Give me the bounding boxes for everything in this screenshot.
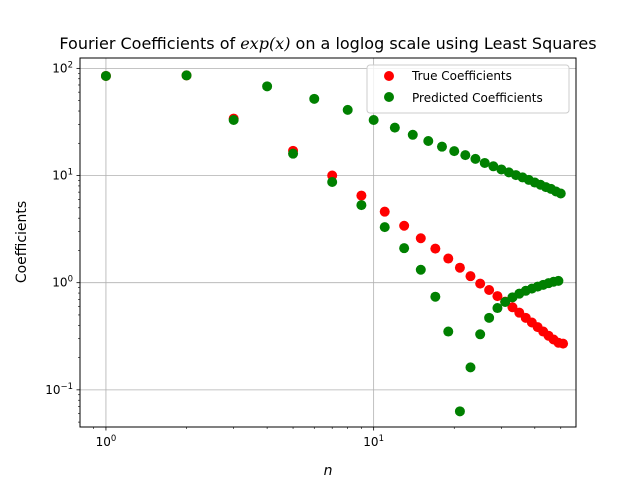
true-coefficient-point bbox=[430, 243, 441, 254]
predicted-coefficient-point bbox=[479, 157, 490, 168]
predicted-coefficient-point bbox=[407, 129, 418, 140]
predicted-coefficient-point bbox=[415, 264, 426, 275]
true-coefficient-point bbox=[507, 302, 518, 313]
predicted-coefficient-point bbox=[454, 406, 465, 417]
major-ticks bbox=[76, 67, 375, 431]
predicted-coefficient-point bbox=[100, 70, 111, 81]
predicted-coefficient-point bbox=[356, 200, 367, 211]
predicted-coefficient-point bbox=[460, 150, 471, 161]
true-coefficient-point bbox=[443, 253, 454, 264]
predicted-coefficient-point bbox=[436, 141, 447, 152]
predicted-coefficient-point bbox=[484, 312, 495, 323]
predicted-coefficient-point bbox=[309, 93, 320, 104]
title-suffix: on a loglog scale using Least Squares bbox=[290, 34, 596, 53]
y-tick-label: 102 bbox=[52, 60, 73, 75]
predicted-coefficient-point bbox=[262, 81, 273, 92]
chart-title: Fourier Coefficients of exp(x) on a logl… bbox=[59, 34, 596, 53]
predicted-coefficient-point bbox=[492, 303, 503, 314]
y-tick-label: 10−1 bbox=[45, 382, 73, 397]
plot-area bbox=[80, 58, 576, 427]
predicted-coefficient-point bbox=[399, 243, 410, 254]
x-axis-label: n bbox=[324, 463, 333, 479]
y-tick-label: 101 bbox=[52, 168, 73, 183]
legend: True Coefficients Predicted Coefficients bbox=[366, 64, 570, 114]
predicted-coefficient-point bbox=[430, 291, 441, 302]
predicted-coefficient-point bbox=[500, 297, 511, 308]
predicted-coefficient-point bbox=[342, 104, 353, 115]
predicted-coefficient-point bbox=[379, 222, 390, 233]
predicted-coefficient-point bbox=[368, 114, 379, 125]
predicted-coefficient-point bbox=[496, 164, 507, 175]
predicted-coefficient-point bbox=[465, 362, 476, 373]
y-tick-labels: 10−1 100 101 102 bbox=[45, 60, 73, 396]
predicted-coefficient-point bbox=[389, 122, 400, 133]
true-coefficient-point bbox=[454, 262, 465, 273]
legend-label-true: True Coefficients bbox=[411, 69, 512, 83]
true-coefficient-point bbox=[379, 206, 390, 217]
predicted-coefficient-point bbox=[470, 153, 481, 164]
legend-marker-true bbox=[384, 71, 394, 81]
data-points bbox=[100, 70, 569, 417]
true-coefficient-point bbox=[356, 190, 367, 201]
predicted-coefficient-point bbox=[181, 70, 192, 81]
plot-frame bbox=[79, 57, 577, 428]
x-tick-labels: 100 101 bbox=[96, 434, 384, 449]
true-coefficient-point bbox=[415, 233, 426, 244]
true-coefficient-point bbox=[465, 271, 476, 282]
true-coefficient-point bbox=[492, 291, 503, 302]
predicted-coefficient-point bbox=[228, 114, 239, 125]
predicted-coefficient-point bbox=[449, 146, 460, 157]
x-tick-label: 101 bbox=[363, 434, 384, 449]
legend-label-predicted: Predicted Coefficients bbox=[412, 91, 543, 105]
legend-box bbox=[366, 64, 570, 114]
predicted-coefficient-point bbox=[288, 148, 299, 159]
predicted-coefficient-point bbox=[327, 177, 338, 188]
true-coefficient-point bbox=[484, 284, 495, 295]
y-tick-label: 100 bbox=[52, 275, 73, 290]
predicted-coefficient-point bbox=[553, 275, 564, 286]
predicted-coefficient-point bbox=[475, 329, 486, 340]
legend-marker-predicted bbox=[384, 92, 394, 102]
true-coefficient-point bbox=[475, 278, 486, 289]
predicted-coefficient-point bbox=[555, 188, 566, 199]
predicted-coefficient-point bbox=[443, 326, 454, 337]
title-prefix: Fourier Coefficients of bbox=[59, 34, 240, 53]
y-axis-label: Coefficients bbox=[14, 201, 30, 283]
predicted-coefficient-point bbox=[423, 136, 434, 147]
x-tick-label: 100 bbox=[96, 434, 117, 449]
predicted-coefficient-point bbox=[488, 161, 499, 172]
true-coefficient-point bbox=[399, 220, 410, 231]
title-math: exp(x) bbox=[240, 34, 290, 53]
true-coefficient-point bbox=[558, 338, 569, 349]
